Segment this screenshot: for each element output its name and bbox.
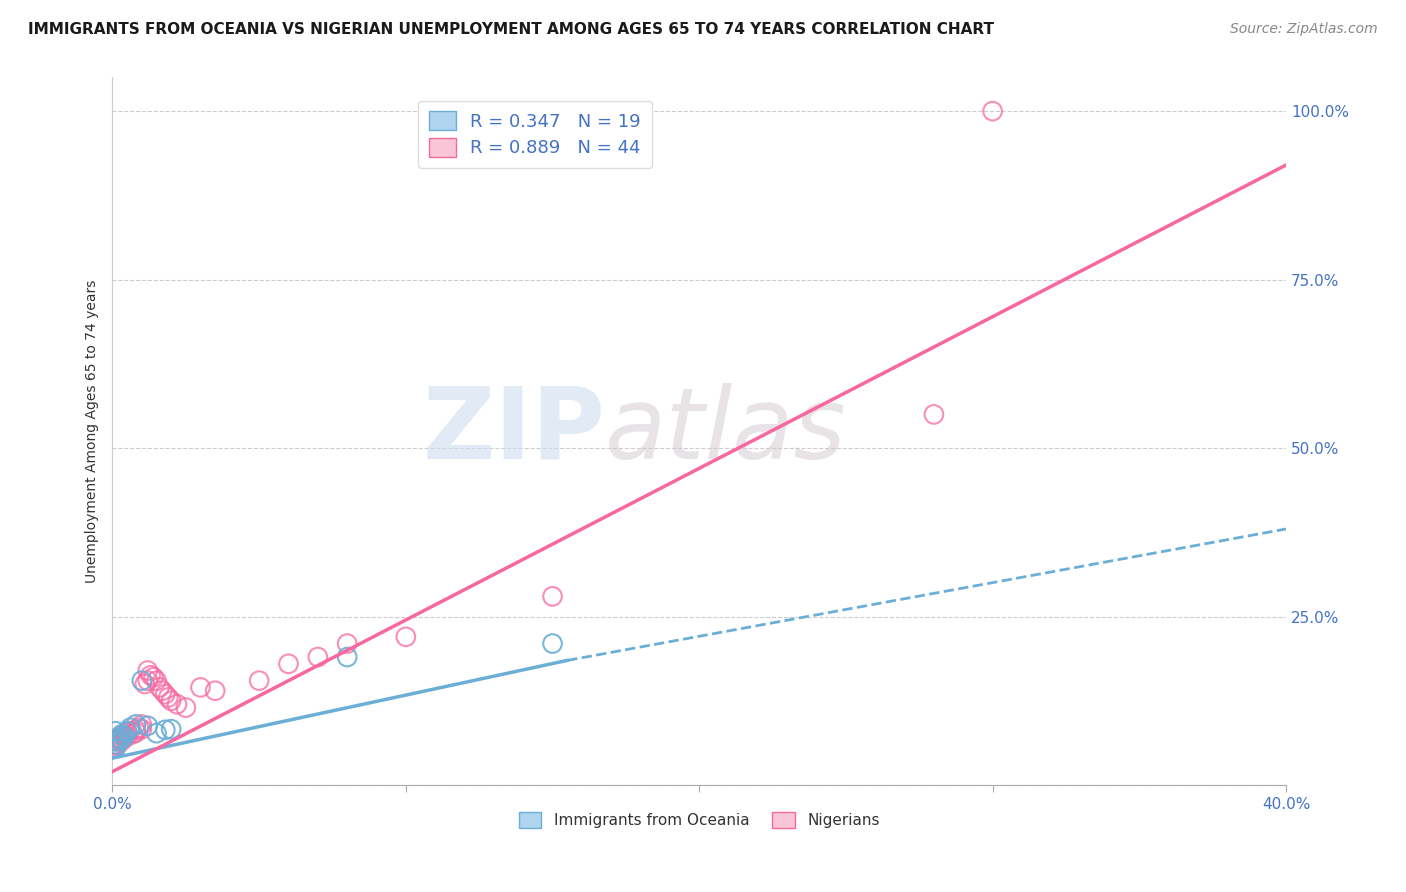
- Text: IMMIGRANTS FROM OCEANIA VS NIGERIAN UNEMPLOYMENT AMONG AGES 65 TO 74 YEARS CORRE: IMMIGRANTS FROM OCEANIA VS NIGERIAN UNEM…: [28, 22, 994, 37]
- Point: [157, 690, 180, 705]
- Point: [277, 657, 299, 671]
- Point: [136, 673, 159, 688]
- Point: [307, 650, 329, 665]
- Text: Source: ZipAtlas.com: Source: ZipAtlas.com: [1230, 22, 1378, 37]
- Point: [107, 731, 129, 745]
- Point: [104, 724, 127, 739]
- Point: [125, 717, 148, 731]
- Point: [110, 727, 132, 741]
- Point: [115, 725, 138, 739]
- Point: [120, 724, 142, 739]
- Point: [247, 673, 270, 688]
- Point: [336, 636, 359, 650]
- Point: [134, 677, 156, 691]
- Point: [125, 725, 148, 739]
- Point: [160, 694, 183, 708]
- Point: [155, 723, 177, 737]
- Point: [136, 664, 159, 678]
- Point: [110, 732, 132, 747]
- Point: [204, 683, 226, 698]
- Point: [922, 408, 945, 422]
- Point: [395, 630, 418, 644]
- Point: [115, 724, 138, 739]
- Legend: Immigrants from Oceania, Nigerians: Immigrants from Oceania, Nigerians: [512, 805, 886, 834]
- Point: [110, 730, 132, 744]
- Point: [107, 731, 129, 745]
- Point: [541, 590, 564, 604]
- Point: [112, 731, 135, 745]
- Point: [115, 730, 138, 744]
- Point: [125, 723, 148, 737]
- Text: atlas: atlas: [606, 383, 846, 480]
- Point: [139, 668, 162, 682]
- Point: [104, 738, 127, 752]
- Point: [112, 727, 135, 741]
- Point: [110, 732, 132, 747]
- Point: [336, 650, 359, 665]
- Point: [981, 104, 1004, 119]
- Point: [174, 700, 197, 714]
- Point: [142, 670, 165, 684]
- Point: [104, 734, 127, 748]
- Point: [155, 687, 177, 701]
- Point: [105, 738, 128, 752]
- Text: ZIP: ZIP: [422, 383, 606, 480]
- Point: [104, 741, 127, 756]
- Point: [131, 722, 153, 736]
- Point: [112, 730, 135, 744]
- Point: [145, 673, 167, 688]
- Point: [103, 734, 125, 748]
- Point: [110, 734, 132, 748]
- Point: [101, 738, 124, 752]
- Point: [166, 697, 188, 711]
- Point: [190, 681, 212, 695]
- Point: [131, 717, 153, 731]
- Point: [541, 636, 564, 650]
- Point: [136, 719, 159, 733]
- Point: [128, 721, 150, 735]
- Point: [105, 739, 128, 753]
- Point: [103, 741, 125, 756]
- Y-axis label: Unemployment Among Ages 65 to 74 years: Unemployment Among Ages 65 to 74 years: [86, 279, 100, 583]
- Point: [145, 726, 167, 740]
- Point: [131, 673, 153, 688]
- Point: [150, 683, 173, 698]
- Point: [120, 721, 142, 735]
- Point: [107, 734, 129, 748]
- Point: [107, 732, 129, 747]
- Point: [148, 681, 170, 695]
- Point: [160, 722, 183, 736]
- Point: [122, 727, 145, 741]
